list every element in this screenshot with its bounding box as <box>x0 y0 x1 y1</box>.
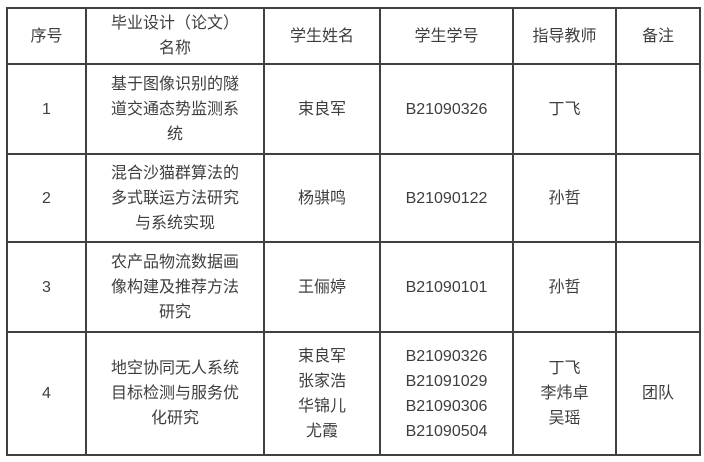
thesis-assignment-table: 序号 毕业设计（论文） 名称 学生姓名 学生学号 指导教师 备注 1 基于图像识… <box>6 7 701 456</box>
cell-advisor: 丁飞 李炜卓 吴瑶 <box>512 331 617 456</box>
cell-student-name: 束良军 张家浩 华锦儿 尤霞 <box>263 331 381 456</box>
table-row: 3 农产品物流数据画 像构建及推荐方法 研究 王俪婷 B21090101 孙哲 <box>6 241 701 333</box>
cell-note: 团队 <box>615 331 701 456</box>
header-serial-no: 序号 <box>6 7 87 65</box>
header-note: 备注 <box>615 7 701 65</box>
header-student-name: 学生姓名 <box>263 7 381 65</box>
table-header-row: 序号 毕业设计（论文） 名称 学生姓名 学生学号 指导教师 备注 <box>6 7 701 65</box>
cell-serial-no: 1 <box>6 63 87 155</box>
cell-student-id: B21090326 B21091029 B21090306 B21090504 <box>379 331 514 456</box>
cell-advisor: 丁飞 <box>512 63 617 155</box>
cell-serial-no: 2 <box>6 153 87 243</box>
cell-thesis-title: 农产品物流数据画 像构建及推荐方法 研究 <box>85 241 265 333</box>
cell-note <box>615 241 701 333</box>
cell-student-name: 杨骐鸣 <box>263 153 381 243</box>
cell-serial-no: 3 <box>6 241 87 333</box>
table-row: 4 地空协同无人系统 目标检测与服务优 化研究 束良军 张家浩 华锦儿 尤霞 B… <box>6 331 701 456</box>
table-row: 1 基于图像识别的隧 道交通态势监测系 统 束良军 B21090326 丁飞 <box>6 63 701 155</box>
cell-thesis-title: 地空协同无人系统 目标检测与服务优 化研究 <box>85 331 265 456</box>
cell-advisor: 孙哲 <box>512 153 617 243</box>
cell-student-id: B21090101 <box>379 241 514 333</box>
cell-thesis-title: 基于图像识别的隧 道交通态势监测系 统 <box>85 63 265 155</box>
header-thesis-title: 毕业设计（论文） 名称 <box>85 7 265 65</box>
header-advisor: 指导教师 <box>512 7 617 65</box>
cell-note <box>615 63 701 155</box>
cell-serial-no: 4 <box>6 331 87 456</box>
table-row: 2 混合沙猫群算法的 多式联运方法研究 与系统实现 杨骐鸣 B21090122 … <box>6 153 701 243</box>
cell-thesis-title: 混合沙猫群算法的 多式联运方法研究 与系统实现 <box>85 153 265 243</box>
cell-student-name: 王俪婷 <box>263 241 381 333</box>
cell-student-id: B21090122 <box>379 153 514 243</box>
header-student-id: 学生学号 <box>379 7 514 65</box>
cell-student-id: B21090326 <box>379 63 514 155</box>
cell-advisor: 孙哲 <box>512 241 617 333</box>
cell-student-name: 束良军 <box>263 63 381 155</box>
cell-note <box>615 153 701 243</box>
